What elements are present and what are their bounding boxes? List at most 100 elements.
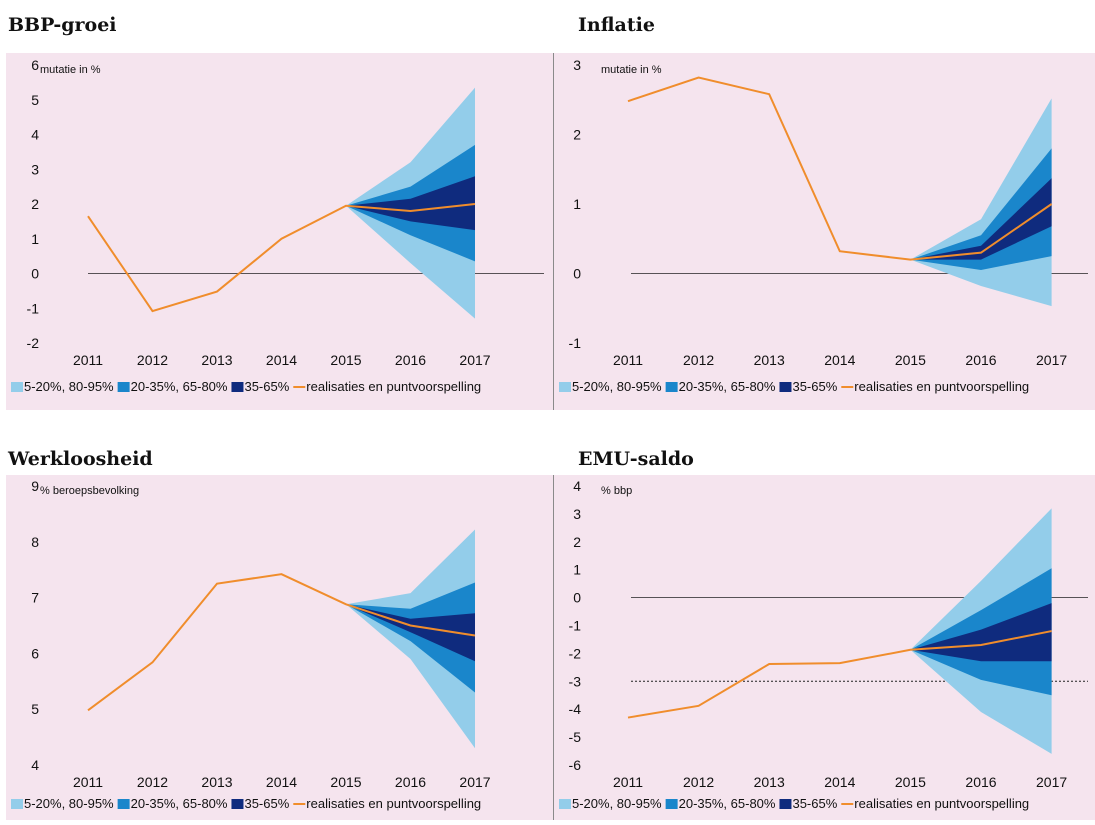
chart-title-bbp-groei: BBP-groei (8, 14, 117, 36)
x-tick-label: 2017 (459, 352, 490, 368)
y-tick-label: 3 (573, 506, 581, 522)
legend-label: 5-20%, 80-95% (24, 379, 114, 394)
chart-title-inflatie: Inflatie (578, 14, 655, 36)
x-tick-label: 2014 (266, 774, 297, 790)
x-tick-label: 2012 (137, 352, 168, 368)
y-tick-label: 4 (31, 757, 39, 773)
x-tick-label: 2012 (137, 774, 168, 790)
legend-label: 20-35%, 65-80% (679, 796, 776, 811)
x-tick-label: 2011 (73, 352, 103, 368)
x-tick-label: 2015 (330, 352, 361, 368)
x-tick-label: 2015 (895, 352, 926, 368)
y-tick-label: 5 (31, 92, 39, 108)
unit-label: mutatie in % (40, 64, 101, 76)
x-tick-label: 2014 (824, 352, 855, 368)
chart-emu-saldo: -6 -5 -4 -3 -2 -1 0 1 2 3 4 % bbp 2011 2012 2013 2014 20… (559, 478, 1088, 811)
y-tick-label: 2 (573, 127, 581, 143)
legend-swatch (231, 382, 244, 392)
y-tick-label: -6 (569, 757, 582, 773)
y-tick-label: 1 (573, 562, 581, 578)
x-tick-label: 2015 (330, 774, 361, 790)
x-tick-label: 2013 (201, 352, 232, 368)
legend-label: 35-65% (244, 379, 289, 394)
x-tick-label: 2011 (613, 352, 643, 368)
legend-swatch (117, 799, 130, 809)
x-tick-label: 2011 (73, 774, 103, 790)
legend-swatch (559, 382, 571, 392)
chart-panel-werkloosheid: 4 5 6 7 8 9% beroepsbevolking 2011 2012 2013 2014… (6, 475, 553, 820)
legend-label: 5-20%, 80-95% (572, 379, 662, 394)
legend-label: realisaties en puntvoorspelling (854, 379, 1029, 394)
x-tick-label: 2014 (824, 774, 855, 790)
y-tick-label: -3 (569, 673, 582, 689)
x-tick-label: 2017 (459, 774, 490, 790)
y-tick-label: 1 (31, 231, 39, 247)
legend-swatch (231, 799, 244, 809)
y-tick-label: 0 (31, 266, 39, 282)
x-tick-label: 2011 (613, 774, 643, 790)
legend-swatch (559, 799, 571, 809)
legend-swatch (11, 382, 23, 392)
chart-title-werkloosheid: Werkloosheid (8, 448, 153, 470)
y-tick-label: 9 (31, 478, 39, 494)
legend-label: 20-35%, 65-80% (131, 796, 228, 811)
y-tick-label: -5 (569, 729, 582, 745)
y-tick-label: 4 (31, 127, 39, 143)
x-tick-label: 2017 (1036, 352, 1067, 368)
unit-label: mutatie in % (601, 64, 662, 76)
chart-inflatie: -1 0 1 2 3 mutatie in % 2011 2012 2013 2014 2015 20… (559, 57, 1088, 394)
y-tick-label: 0 (573, 266, 581, 282)
chart-panel-emu-saldo: -6 -5 -4 -3 -2 -1 0 1 2 3 4 % bbp 2011 2012 2013 2014 20… (553, 475, 1095, 820)
legend-label: 5-20%, 80-95% (572, 796, 662, 811)
legend-swatch (665, 799, 678, 809)
unit-label: % beroepsbevolking (40, 485, 139, 497)
y-tick-label: 8 (31, 534, 39, 550)
legend-swatch (665, 382, 678, 392)
y-tick-label: 6 (31, 645, 39, 661)
legend-label: 35-65% (792, 379, 837, 394)
y-tick-label: -1 (27, 300, 40, 316)
legend-label: 35-65% (244, 796, 289, 811)
y-tick-label: 7 (31, 590, 39, 606)
y-tick-label: -1 (569, 335, 582, 351)
legend-swatch (779, 799, 792, 809)
y-tick-label: -1 (569, 618, 582, 634)
x-tick-label: 2016 (965, 774, 996, 790)
chart-panel-bbp-groei: -2 -1 0 1 2 3 4 5 6 mutatie in % 2011 2012 2013 2014 2… (6, 53, 553, 410)
legend-label: 5-20%, 80-95% (24, 796, 114, 811)
x-tick-label: 2014 (266, 352, 297, 368)
x-tick-label: 2016 (965, 352, 996, 368)
legend-swatch (779, 382, 792, 392)
y-tick-label: 6 (31, 57, 39, 73)
x-tick-label: 2016 (395, 352, 426, 368)
x-tick-label: 2015 (895, 774, 926, 790)
chart-werkloosheid: 4 5 6 7 8 9% beroepsbevolking 2011 2012 2013 2014… (11, 478, 491, 811)
y-tick-label: 5 (31, 701, 39, 717)
y-tick-label: -2 (569, 645, 582, 661)
unit-label: % bbp (601, 485, 632, 497)
y-tick-label: 1 (573, 196, 581, 212)
legend-label: 20-35%, 65-80% (679, 379, 776, 394)
y-tick-label: -2 (27, 335, 40, 351)
fan-band-3 (910, 178, 1052, 260)
legend-label: realisaties en puntvoorspelling (306, 796, 481, 811)
fan-band-3 (346, 604, 475, 662)
y-tick-label: -4 (569, 701, 582, 717)
y-tick-label: 4 (573, 478, 581, 494)
chart-panel-inflatie: -1 0 1 2 3 mutatie in % 2011 2012 2013 2014 2015 20… (553, 53, 1095, 410)
y-tick-label: 2 (573, 534, 581, 550)
x-tick-label: 2016 (395, 774, 426, 790)
x-tick-label: 2013 (201, 774, 232, 790)
y-tick-label: 0 (573, 590, 581, 606)
x-tick-label: 2013 (754, 774, 785, 790)
fan-band-2 (346, 582, 475, 693)
legend-swatch (11, 799, 23, 809)
legend-label: realisaties en puntvoorspelling (854, 796, 1029, 811)
fan-band-3 (346, 176, 475, 231)
x-tick-label: 2012 (683, 774, 714, 790)
y-tick-label: 2 (31, 196, 39, 212)
y-tick-label: 3 (573, 57, 581, 73)
x-tick-label: 2013 (754, 352, 785, 368)
legend-label: 20-35%, 65-80% (131, 379, 228, 394)
y-tick-label: 3 (31, 161, 39, 177)
